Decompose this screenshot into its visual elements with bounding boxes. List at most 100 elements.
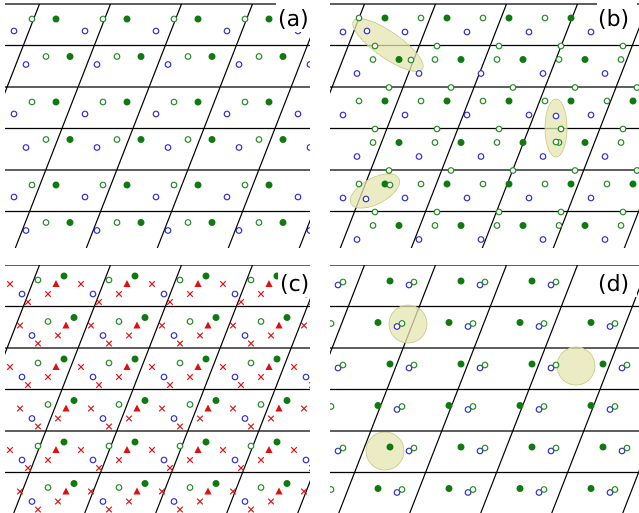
red-cross-marker (319, 341, 325, 347)
red-cross-marker (158, 488, 166, 495)
green-filled-site (70, 480, 78, 487)
blue-open-site (164, 61, 172, 68)
red-triangle-marker (52, 446, 60, 453)
green-open-site (433, 42, 441, 50)
blue-open-site (18, 456, 26, 464)
red-triangle-marker (275, 487, 283, 495)
red-cross-marker (319, 341, 325, 347)
green-open-site (385, 167, 393, 174)
label-a-bg (276, 2, 312, 32)
blue-open-site (401, 194, 409, 202)
red-cross-marker (125, 332, 133, 339)
green-open-site (572, 251, 578, 257)
blue-open-site (477, 236, 485, 243)
blue-open-site (231, 456, 239, 464)
green-open-site (541, 14, 549, 22)
green-filled-site (279, 136, 287, 143)
green-filled-site (386, 360, 394, 368)
green-open-site (509, 167, 517, 174)
green-open-site (407, 56, 415, 64)
red-cross-marker (319, 424, 325, 430)
red-cross-marker (95, 464, 103, 472)
blue-open-site (99, 332, 107, 339)
slanted-line (156, 3, 254, 248)
green-open-site (493, 222, 501, 229)
blue-open-site (601, 70, 609, 77)
green-filled-site (374, 402, 382, 409)
blue-open-site (464, 323, 472, 330)
red-triangle-marker (62, 321, 70, 329)
green-open-site (481, 361, 489, 369)
red-cross-marker (87, 405, 95, 412)
green-filled-site (445, 402, 453, 409)
red-cross-marker (319, 507, 325, 513)
green-open-site (115, 401, 123, 408)
green-open-site (386, 181, 394, 189)
green-open-site (330, 486, 335, 493)
slanted-line (330, 265, 366, 356)
green-open-site (495, 42, 503, 50)
green-open-site (541, 180, 549, 188)
red-cross-marker (308, 298, 310, 301)
red-cross-marker (148, 280, 156, 288)
green-open-site (257, 318, 265, 325)
green-filled-site (265, 15, 273, 23)
red-cross-marker (329, 374, 335, 380)
blue-open-site (339, 111, 347, 119)
red-cross-marker (105, 506, 113, 513)
red-cross-marker (319, 424, 325, 430)
green-open-site (371, 208, 379, 216)
red-triangle-marker (123, 446, 131, 453)
green-open-site (623, 444, 631, 452)
green-open-site (410, 444, 418, 452)
red-cross-marker (34, 506, 42, 513)
blue-open-site (152, 110, 160, 118)
green-open-site (257, 401, 265, 408)
green-open-site (386, 251, 392, 257)
red-cross-marker (196, 415, 204, 422)
green-open-site (241, 98, 249, 106)
blue-open-site (160, 290, 168, 298)
green-open-site (170, 98, 178, 106)
blue-open-site (235, 61, 243, 68)
green-open-site (479, 97, 487, 105)
red-triangle-marker (133, 321, 141, 329)
red-cross-marker (125, 415, 133, 422)
green-open-site (34, 442, 42, 450)
red-cross-marker (16, 322, 24, 329)
blue-open-site (535, 406, 543, 413)
red-cross-marker (125, 498, 133, 505)
blue-open-site (223, 193, 231, 201)
red-triangle-marker (123, 280, 131, 287)
green-open-site (469, 403, 477, 410)
blue-open-site (362, 195, 370, 203)
green-open-site (611, 403, 619, 410)
blue-open-site (539, 236, 547, 243)
blue-open-site (10, 27, 18, 35)
panel-a (5, 3, 343, 248)
red-cross-marker (308, 381, 310, 384)
red-cross-marker (247, 506, 255, 513)
blue-open-site (81, 110, 89, 118)
red-cross-marker (229, 488, 237, 495)
green-open-site (115, 318, 123, 325)
green-open-site (28, 181, 36, 189)
green-filled-site (505, 97, 513, 105)
blue-open-site (164, 144, 172, 151)
green-filled-site (337, 182, 343, 188)
green-filled-site (567, 97, 575, 105)
green-filled-site (283, 397, 291, 404)
green-open-site (313, 182, 319, 188)
red-cross-marker (176, 423, 184, 430)
panel-a-label: (a) (278, 7, 309, 32)
green-open-site (371, 125, 379, 133)
green-filled-site (194, 181, 202, 189)
blue-open-site (353, 70, 361, 77)
blue-open-site (401, 111, 409, 119)
green-open-site (509, 84, 517, 91)
red-cross-marker (229, 405, 237, 412)
green-open-site (339, 278, 347, 286)
red-triangle-marker (52, 363, 60, 370)
green-filled-site (528, 277, 536, 285)
green-filled-site (457, 139, 465, 146)
